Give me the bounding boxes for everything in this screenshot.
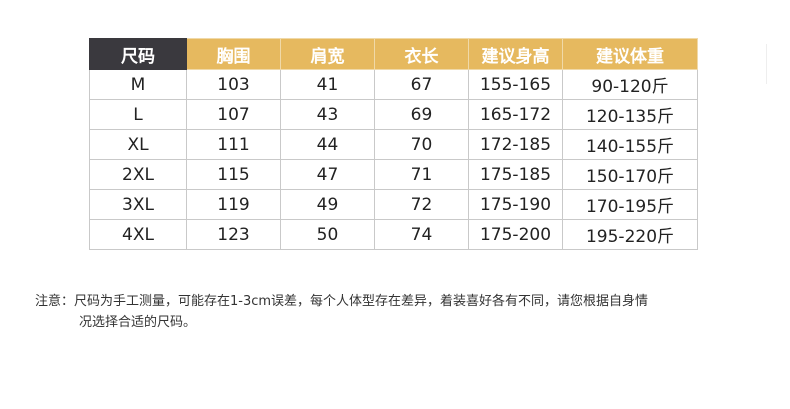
cell-weight: 170-195斤: [562, 189, 698, 220]
size-note: 注意：尺码为手工测量，可能存在1-3cm误差，每个人体型存在差异，着装喜好各有不…: [35, 291, 648, 333]
cell-shoulder: 49: [280, 189, 375, 220]
table-row: XL 111 44 70 172-185 140-155斤: [89, 129, 698, 160]
header-chest: 胸围: [186, 38, 281, 70]
cell-length: 67: [374, 69, 469, 100]
cell-weight: 150-170斤: [562, 159, 698, 190]
cell-length: 69: [374, 99, 469, 130]
table-row: L 107 43 69 165-172 120-135斤: [89, 99, 698, 130]
header-weight: 建议体重: [562, 38, 698, 70]
cell-height: 172-185: [468, 129, 563, 160]
cell-length: 74: [374, 219, 469, 250]
cell-height: 175-200: [468, 219, 563, 250]
cell-size: 2XL: [89, 159, 187, 190]
cell-shoulder: 47: [280, 159, 375, 190]
header-shoulder: 肩宽: [280, 38, 375, 70]
cell-height: 165-172: [468, 99, 563, 130]
cell-weight: 140-155斤: [562, 129, 698, 160]
note-line-1: 注意：尺码为手工测量，可能存在1-3cm误差，每个人体型存在差异，着装喜好各有不…: [35, 294, 649, 309]
table-row: 3XL 119 49 72 175-190 170-195斤: [89, 189, 698, 220]
cell-chest: 103: [186, 69, 281, 100]
cell-chest: 119: [186, 189, 281, 220]
divider: [766, 44, 767, 84]
cell-weight: 120-135斤: [562, 99, 698, 130]
cell-height: 155-165: [468, 69, 563, 100]
header-size: 尺码: [89, 38, 187, 70]
table-row: 2XL 115 47 71 175-185 150-170斤: [89, 159, 698, 190]
cell-size: L: [89, 99, 187, 130]
header-row: 尺码 胸围 肩宽 衣长 建议身高 建议体重: [89, 38, 698, 70]
cell-chest: 115: [186, 159, 281, 190]
table-row: 4XL 123 50 74 175-200 195-220斤: [89, 219, 698, 250]
cell-size: 4XL: [89, 219, 187, 250]
cell-size: 3XL: [89, 189, 187, 220]
table-row: M 103 41 67 155-165 90-120斤: [89, 69, 698, 100]
cell-shoulder: 43: [280, 99, 375, 130]
cell-length: 72: [374, 189, 469, 220]
cell-shoulder: 44: [280, 129, 375, 160]
cell-chest: 111: [186, 129, 281, 160]
cell-shoulder: 41: [280, 69, 375, 100]
cell-chest: 107: [186, 99, 281, 130]
cell-chest: 123: [186, 219, 281, 250]
note-line-2: 况选择合适的尺码。: [79, 315, 197, 330]
cell-size: M: [89, 69, 187, 100]
size-chart-table: 尺码 胸围 肩宽 衣长 建议身高 建议体重 M 103 41 67 155-165 90-…: [89, 38, 698, 250]
cell-length: 71: [374, 159, 469, 190]
cell-height: 175-185: [468, 159, 563, 190]
cell-weight: 195-220斤: [562, 219, 698, 250]
header-length: 衣长: [374, 38, 469, 70]
cell-height: 175-190: [468, 189, 563, 220]
header-height: 建议身高: [468, 38, 563, 70]
cell-weight: 90-120斤: [562, 69, 698, 100]
cell-size: XL: [89, 129, 187, 160]
cell-length: 70: [374, 129, 469, 160]
cell-shoulder: 50: [280, 219, 375, 250]
